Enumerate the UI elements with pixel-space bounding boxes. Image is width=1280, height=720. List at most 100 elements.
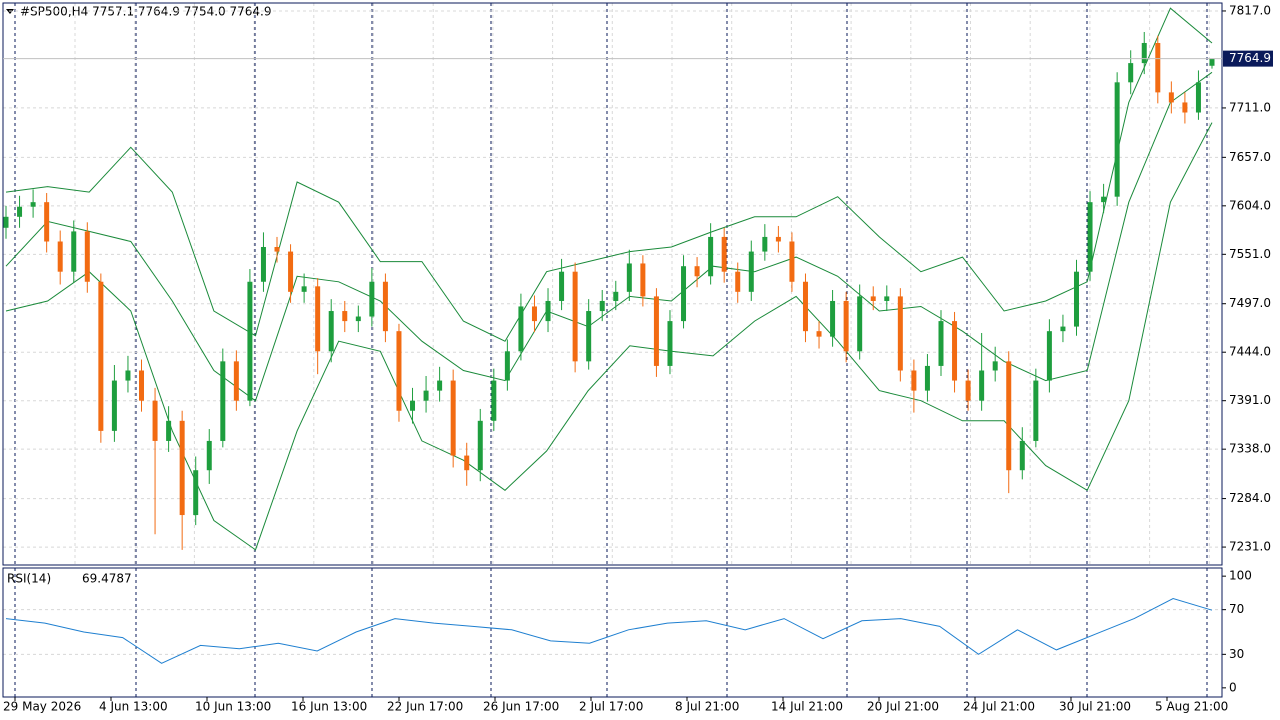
candle-body: [748, 251, 754, 292]
candle-body: [382, 281, 388, 332]
candle-body: [924, 365, 930, 391]
candle-body: [1046, 331, 1052, 381]
x-tick-label: 2 Jul 17:00: [579, 700, 643, 714]
candle-body: [3, 216, 9, 228]
candle-body: [111, 380, 117, 431]
candle-body: [897, 296, 903, 371]
candle-body: [1168, 92, 1174, 103]
bollinger-band: [5, 7, 1213, 342]
candle-body: [1114, 82, 1120, 197]
candle-body: [681, 266, 687, 322]
candle-body: [559, 271, 565, 301]
y-tick-label: 70: [1229, 602, 1244, 616]
candle-body: [44, 202, 50, 242]
y-tick-label: 7497.0: [1229, 296, 1271, 310]
candle-body: [1101, 196, 1107, 203]
rsi-line: [5, 597, 1213, 664]
candle-body: [1182, 102, 1188, 113]
candle-body: [410, 400, 416, 411]
candle-body: [626, 263, 632, 292]
candle-body: [396, 331, 402, 411]
price-tag-label: 7764.9: [1229, 51, 1271, 65]
candle-body: [721, 236, 727, 272]
x-tick-label: 22 Jun 17:00: [387, 700, 463, 714]
candle-body: [423, 390, 429, 401]
candle-body: [586, 311, 592, 362]
candle-body: [708, 236, 714, 277]
y-tick-label: 7391.0: [1229, 393, 1271, 407]
x-tick-label: 20 Jul 21:00: [867, 700, 939, 714]
candle-body: [437, 380, 443, 391]
candle-body: [857, 296, 863, 352]
candle-body: [952, 321, 958, 381]
chart-title: #SP500,H4 7757.1 7764.9 7754.0 7764.9: [20, 5, 272, 19]
layout: [14, 3, 1210, 697]
menu-arrow[interactable]: [6, 9, 14, 14]
y-tick-label: 7284.0: [1229, 491, 1271, 505]
candle-body: [504, 351, 510, 381]
candle-body: [735, 271, 741, 292]
candle-body: [288, 251, 294, 292]
candle-body: [1019, 440, 1025, 471]
candle-body: [355, 316, 361, 322]
candle-body: [572, 271, 578, 362]
candle-body: [57, 241, 63, 272]
candle-body: [653, 296, 659, 366]
candle-body: [274, 246, 280, 252]
candle-body: [1209, 58, 1215, 66]
candle-body: [1033, 380, 1039, 441]
candle-body: [613, 291, 619, 301]
candle-body: [260, 246, 266, 282]
candle-body: [125, 370, 131, 381]
candle-body: [816, 331, 822, 337]
candle-body: [531, 306, 537, 322]
candle-body: [315, 286, 321, 352]
candle-body: [1073, 271, 1079, 327]
candle-body: [667, 321, 673, 366]
x-tick-label: 14 Jul 21:00: [771, 700, 843, 714]
candle-body: [328, 311, 334, 352]
y-tick-label: 7551.0: [1229, 247, 1271, 261]
candle-body: [694, 266, 700, 277]
candle-body: [884, 296, 890, 301]
candle-body: [166, 420, 172, 441]
candle-body: [84, 231, 90, 282]
x-tick-label: 29 May 2026: [3, 700, 81, 714]
candle-body: [152, 400, 158, 441]
rsi-frame: [2, 567, 1223, 698]
y-tick-label: 7817.0: [1229, 3, 1271, 17]
candle-body: [1060, 326, 1066, 332]
y-tick-label: 7444.0: [1229, 345, 1271, 359]
candle-body: [545, 300, 551, 322]
rsi-value: 69.4787: [82, 572, 132, 586]
candle-body: [762, 236, 768, 252]
candle-body: [1141, 42, 1147, 64]
candle-body: [464, 455, 470, 471]
candle-body: [1006, 361, 1012, 471]
candle-body: [789, 241, 795, 282]
y-tick-label: 7231.0: [1229, 540, 1271, 554]
candle-body: [71, 231, 77, 272]
rsi-name: RSI(14): [7, 572, 51, 586]
candle-body: [450, 380, 456, 456]
candle-body: [342, 311, 348, 322]
x-tick-label: 5 Aug 21:00: [1155, 700, 1228, 714]
main-frame: [2, 2, 1223, 566]
candle-body: [802, 281, 808, 332]
candle-body: [220, 361, 226, 441]
x-tick-label: 16 Jun 13:00: [291, 700, 367, 714]
candle-body: [491, 380, 497, 421]
candle-body: [979, 370, 985, 401]
candle-body: [1155, 42, 1161, 93]
y-tick-label: 7711.0: [1229, 100, 1271, 114]
y-tick-label: 7657.0: [1229, 150, 1271, 164]
x-tick-label: 26 Jun 17:00: [483, 700, 559, 714]
candle-body: [233, 361, 239, 401]
candle-body: [247, 281, 253, 401]
candle-body: [938, 321, 944, 366]
candle-body: [179, 420, 185, 516]
y-tick-label: 100: [1229, 569, 1252, 583]
candle-body: [518, 306, 524, 352]
candle-body: [870, 296, 876, 301]
